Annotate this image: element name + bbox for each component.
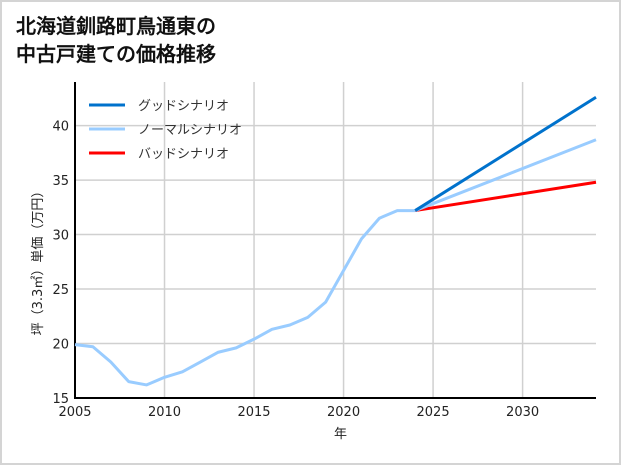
x-tick-label: 2020 — [327, 405, 360, 420]
x-tick-label: 2010 — [148, 405, 181, 420]
series-line — [414, 138, 597, 212]
y-axis-label: 坪（3.3㎡）単価（万円） — [30, 185, 46, 336]
legend-label: ノーマルシナリオ — [138, 123, 242, 138]
x-tick-label: 2005 — [58, 405, 91, 420]
y-tick-label: 35 — [52, 174, 69, 189]
x-tick-label: 2025 — [417, 405, 450, 420]
series-line — [414, 95, 597, 212]
x-axis-label: 年 — [334, 427, 347, 442]
legend-label: グッドシナリオ — [138, 99, 229, 114]
x-tick-label: 2015 — [237, 405, 270, 420]
y-tick-label: 20 — [52, 338, 69, 353]
x-tick-label: 2030 — [506, 405, 539, 420]
y-tick-label: 40 — [52, 120, 69, 135]
series-line — [414, 180, 597, 213]
y-tick-label: 25 — [52, 283, 69, 298]
legend-label: バッドシナリオ — [138, 147, 229, 162]
history-line — [74, 209, 416, 387]
y-tick-label: 30 — [52, 229, 69, 244]
chart-title: 北海道釧路町鳥通東の 中古戸建ての価格推移 — [16, 14, 216, 66]
y-tick-label: 15 — [52, 392, 69, 407]
